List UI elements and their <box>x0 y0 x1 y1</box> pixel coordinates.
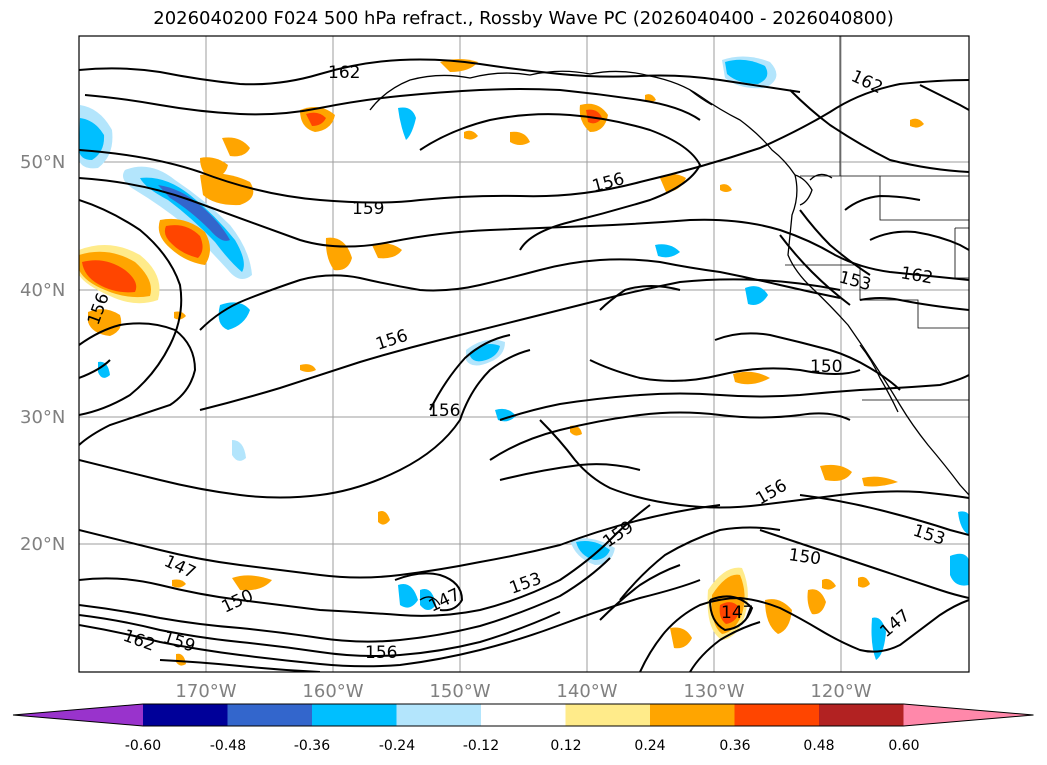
colorbar-tick-label: -0.12 <box>463 738 499 754</box>
contour-label: 150 <box>810 357 842 377</box>
colorbar-segment <box>481 704 566 726</box>
colorbar <box>12 703 1034 727</box>
lon-label: 130°W <box>683 681 744 702</box>
colorbar-tick-label: -0.60 <box>125 738 161 754</box>
colorbar-segment <box>312 704 397 726</box>
contour-label: 147 <box>721 603 753 623</box>
lon-label: 140°W <box>556 681 617 702</box>
lat-label: 30°N <box>20 407 65 428</box>
colorbar-tick-label: 0.36 <box>719 738 750 754</box>
colorbar-segment <box>227 704 313 726</box>
colorbar-tick-label: 0.48 <box>803 738 834 754</box>
gridlines <box>79 36 969 672</box>
lon-label: 120°W <box>810 681 871 702</box>
colorbar-extend-high <box>903 704 1034 726</box>
colorbar-tick-label: -0.36 <box>294 738 330 754</box>
contour-label-group: 162 162 162 162 159 159 159 156 156 156 … <box>84 63 948 663</box>
map-title: 2026040200 F024 500 hPa refract., Rossby… <box>153 8 894 29</box>
colorbar-segment <box>396 704 482 726</box>
colorbar-tick-labels: -0.60 -0.48 -0.36 -0.24 -0.12 0.12 0.24 … <box>125 738 920 754</box>
contour-lines <box>79 58 969 672</box>
colorbar-tick-label: -0.48 <box>210 738 246 754</box>
contour-label: 156 <box>428 401 460 421</box>
colorbar-segment <box>143 704 228 726</box>
lat-label: 20°N <box>20 534 65 555</box>
colorbar-tick-label: -0.24 <box>379 738 415 754</box>
colorbar-extend-low <box>13 704 143 726</box>
contour-label: 150 <box>787 545 822 569</box>
colorbar-segment <box>734 704 820 726</box>
contour-label: 162 <box>328 63 360 83</box>
contour-label: 156 <box>365 643 397 663</box>
lon-label: 150°W <box>429 681 490 702</box>
colorbar-tick-label: 0.24 <box>634 738 665 754</box>
colorbar-segment <box>650 704 735 726</box>
map-border <box>78 35 970 673</box>
colorbar-outline <box>12 703 1034 727</box>
lat-label: 50°N <box>20 152 65 173</box>
lon-label: 170°W <box>175 681 236 702</box>
colorbar-tick-label: 0.60 <box>888 738 919 754</box>
lat-label: 40°N <box>20 280 65 301</box>
coastlines <box>369 70 969 606</box>
colorbar-tick-label: 0.12 <box>550 738 581 754</box>
longitude-labels: 170°W 160°W 150°W 140°W 130°W 120°W <box>175 681 871 702</box>
contour-label: 159 <box>352 199 384 219</box>
shaded-anomalies <box>79 56 969 666</box>
latitude-labels: 50°N 40°N 30°N 20°N <box>20 152 65 555</box>
colorbar-segment <box>565 704 651 726</box>
colorbar-segment <box>819 704 904 726</box>
lon-label: 160°W <box>302 681 363 702</box>
